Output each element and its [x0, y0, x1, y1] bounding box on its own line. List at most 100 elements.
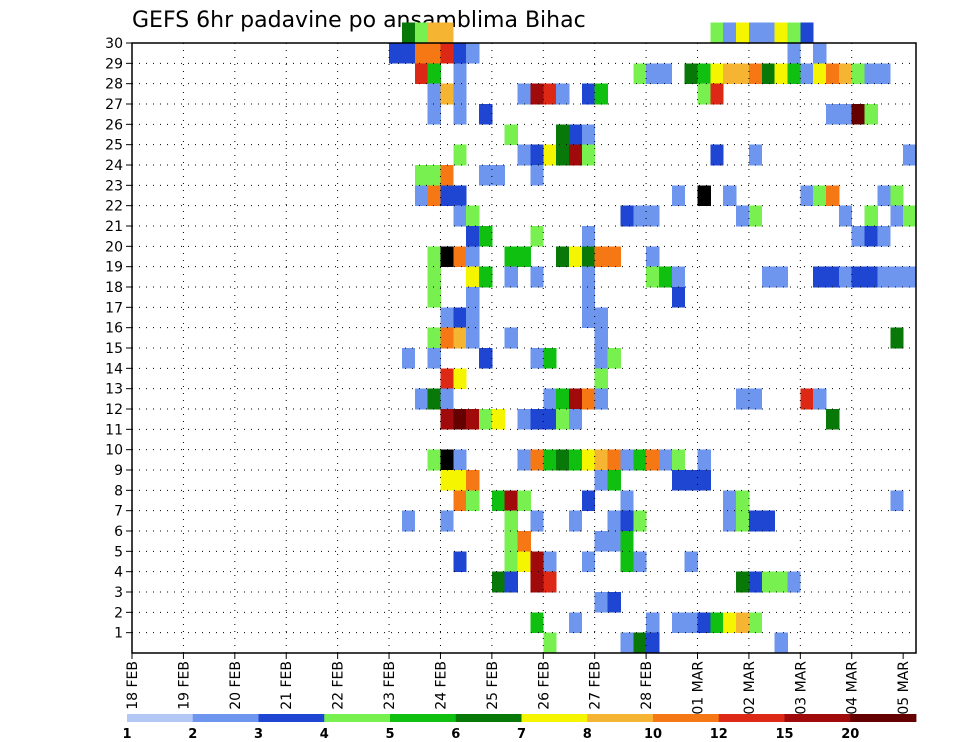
y-tick-label: 8	[114, 483, 123, 499]
y-tick-label: 26	[105, 117, 123, 133]
heatmap-cell	[440, 510, 454, 532]
heatmap-cell	[427, 388, 441, 410]
heatmap-cell	[851, 266, 865, 288]
heatmap-cell	[517, 409, 531, 430]
heatmap-cell	[581, 226, 596, 247]
y-axis: 1234567891011121314151617181920212223242…	[105, 36, 132, 642]
heatmap-cell	[543, 144, 557, 166]
x-tick-label: 05 MAR	[896, 661, 912, 715]
heatmap-cell	[543, 409, 557, 430]
heatmap-cell	[453, 205, 467, 227]
heatmap-cell	[504, 124, 518, 146]
heatmap-cell	[594, 368, 608, 390]
legend-label: 12	[710, 727, 728, 742]
heatmap-cell	[607, 348, 621, 369]
heatmap-cell	[568, 144, 583, 166]
legend-swatch	[258, 714, 325, 722]
heatmap-cell	[427, 246, 441, 268]
heatmap-cell	[504, 266, 518, 288]
legend-label: 15	[775, 727, 793, 742]
y-tick-label: 21	[105, 219, 123, 235]
chart-title: GEFS 6hr padavine po ansamblima Bihac	[132, 8, 586, 33]
heatmap-cell	[543, 632, 557, 654]
heatmap-cell	[594, 592, 608, 613]
heatmap-cell	[607, 531, 621, 552]
x-tick-label: 21 FEB	[279, 661, 295, 710]
heatmap-cell	[440, 470, 454, 491]
heatmap-cell	[504, 246, 518, 268]
heatmap-cell	[453, 43, 467, 64]
heatmap-cell	[620, 531, 634, 552]
heatmap-cell	[594, 246, 608, 268]
heatmap-cell	[633, 205, 647, 227]
heatmap-cell	[466, 43, 480, 64]
y-tick-label: 12	[105, 402, 123, 418]
heatmap-cell	[427, 165, 441, 186]
x-tick-label: 02 MAR	[742, 661, 758, 715]
color-legend: 1 2 3 4 5 6 7 8 10 12 15 20	[122, 714, 917, 742]
heatmap-cell	[517, 144, 531, 166]
legend-swatch	[850, 714, 917, 722]
heatmap-cell	[633, 632, 647, 654]
heatmap-cell	[697, 185, 711, 207]
heatmap-cell	[491, 409, 506, 430]
heatmap-cell	[748, 571, 763, 593]
heatmap-cell	[504, 490, 518, 512]
heatmap-cell	[556, 144, 570, 166]
heatmap-cell	[620, 205, 634, 227]
heatmap-cell	[568, 449, 583, 471]
heatmap-cell	[723, 510, 737, 532]
heatmap-cell	[530, 449, 544, 471]
heatmap-cell	[671, 470, 686, 491]
heatmap-cell	[890, 266, 904, 288]
heatmap-cell	[530, 571, 544, 593]
heatmap-cell	[620, 510, 634, 532]
heatmap-cell	[440, 307, 454, 329]
heatmap-cell	[466, 490, 480, 512]
y-tick-label: 22	[105, 199, 123, 215]
legend-label: 6	[451, 727, 460, 742]
heatmap-cell	[838, 104, 853, 125]
heatmap-cell	[556, 83, 570, 105]
heatmap-cell	[607, 246, 621, 268]
heatmap-cell	[517, 531, 531, 552]
heatmap-cell	[646, 63, 660, 85]
heatmap-cell	[890, 185, 904, 207]
heatmap-cell	[594, 83, 608, 105]
heatmap-cell	[504, 551, 518, 573]
legend-label: 1	[122, 727, 131, 742]
heatmap-cell	[479, 409, 493, 430]
heatmap-cell	[903, 205, 917, 227]
legend-swatch	[784, 714, 851, 722]
y-tick-label: 13	[105, 382, 123, 398]
heatmap-cell	[710, 22, 724, 44]
legend-swatch	[587, 714, 654, 722]
heatmap-cell	[748, 63, 763, 85]
heatmap-cell	[517, 83, 531, 105]
heatmap-cell	[453, 307, 467, 329]
x-axis: 18 FEB 19 FEB 20 FEB 21 FEB 22 FEB 23 FEB 24 F…	[125, 653, 912, 715]
heatmap-cell	[633, 63, 647, 85]
heatmap-cell	[761, 63, 776, 85]
heatmap-cell	[877, 226, 891, 247]
heatmap-cell	[401, 22, 416, 44]
heatmap-cell	[864, 104, 878, 125]
legend-label: 5	[385, 727, 394, 742]
heatmap-cell	[517, 551, 531, 573]
heatmap-cell	[864, 226, 878, 247]
heatmap-cell	[440, 368, 454, 390]
heatmap-cell	[530, 144, 544, 166]
heatmap-cell	[736, 388, 750, 410]
heatmap-cell	[633, 551, 647, 573]
heatmap-cell	[748, 510, 763, 532]
heatmap-cell	[826, 63, 840, 85]
heatmap-cell	[556, 124, 570, 146]
y-tick-label: 6	[114, 524, 123, 540]
heatmap-cell	[710, 144, 724, 166]
heatmap-cell	[736, 571, 750, 593]
heatmap-cell	[620, 551, 634, 573]
heatmap-cell	[646, 246, 660, 268]
heatmap-cell	[530, 165, 544, 186]
heatmap-cell	[427, 63, 441, 85]
legend-label: 7	[517, 727, 526, 742]
